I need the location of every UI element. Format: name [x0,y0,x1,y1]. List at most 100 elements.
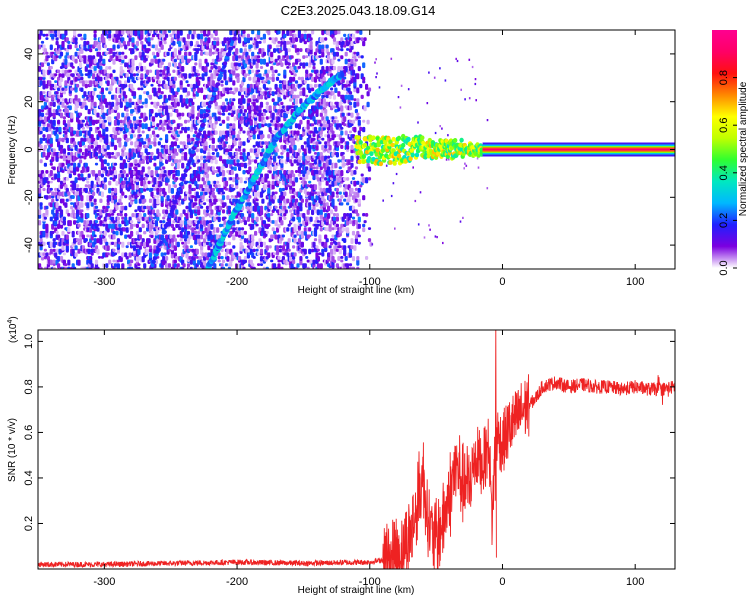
spectrogram-cell [150,101,154,105]
spectrogram-cell [297,76,301,81]
spectrogram-cell [258,116,262,122]
spectrogram-cell [289,184,293,190]
spectrogram-cell [305,256,309,259]
spectrogram-cell [42,137,46,141]
spectrogram-cell [297,216,301,223]
spectrogram-cell [325,159,329,166]
spectrogram-cell [175,98,179,103]
spectrogram-cell [268,245,272,249]
spectrogram-cell [236,134,240,139]
spectrogram-cell [137,170,141,176]
spectrogram-cell [143,198,147,203]
spectrogram-cell [240,105,245,110]
spectrogram-cell [86,177,90,181]
spectrogram-cell [197,87,201,93]
spectrogram-cell [103,44,107,49]
spectrogram-cell [118,137,122,142]
spectrogram-cell [138,256,142,261]
spectrogram-cell [179,80,183,86]
spectrogram-cell [62,216,66,221]
spectrogram-cell [42,241,46,246]
spectrogram-cell [178,116,182,120]
spectrogram-cell [125,112,129,117]
spectrogram-cell [321,30,325,36]
spectrogram-cell [108,33,112,39]
spectrogram-cell [208,69,212,73]
spectrogram-cell [289,256,293,262]
spectrogram-cell [55,91,59,95]
spectrogram-cell [134,166,138,172]
spectrogram-cell [226,159,230,165]
spectrogram-cell [261,148,265,153]
spectrogram-cell [67,259,71,266]
spectrogram-cell [108,213,112,217]
spectrogram-cell [192,134,196,138]
spectrogram-cell [252,134,256,140]
spectrogram-cell [87,248,91,255]
spectrogram-cell [210,223,214,230]
spectrogram-cell [280,266,284,269]
spectrogram-cell [271,98,275,103]
spectrogram-cell [235,62,239,67]
spectrogram-cell [230,155,234,160]
spectrogram-cell [61,98,65,102]
spectrogram-cell [194,130,198,134]
spectrogram-cell [78,101,83,106]
spectrogram-cell [130,141,134,146]
spectrogram-cell [232,98,236,102]
spectrogram-cell [264,91,268,96]
spectrogram-cell [140,80,144,86]
spectrogram-cell [62,252,66,256]
spectrogram-cell [195,148,199,153]
spectrogram-cell [106,252,110,256]
spectrogram-cell [221,170,226,177]
spectrogram-cell [188,187,192,195]
spectrogram-cell [243,220,247,226]
spectrogram-cell [203,109,207,114]
spectrogram-cell [232,105,236,111]
spectrogram-cell [124,162,128,169]
spectrogram-cell [150,230,154,235]
spectrogram-cell [191,73,195,77]
spectrogram-cell [191,33,195,40]
spectrogram-cell [134,123,138,130]
spectrogram-cell [203,220,207,226]
spectrogram-cell [116,119,120,126]
spectrogram-cell [186,134,191,139]
spectrogram-cell [188,73,192,79]
spectrogram-cell [144,116,148,121]
spectrogram-cell [65,101,69,105]
spectrogram-cell [217,66,221,71]
spectrogram-cell [165,98,169,103]
spectrogram-cell [292,266,296,269]
spectrogram-cell [65,234,69,240]
spectrogram-cell [49,259,53,266]
spectrogram-cell [159,152,163,157]
spectrogram-cell [297,159,301,163]
spectrogram-cell [229,73,233,78]
spectrogram-cell [108,101,112,106]
spectrogram-cell [251,126,255,131]
spectrogram-cell [68,44,72,50]
spectrogram-cell [296,48,300,52]
spectrogram-cell [105,241,109,246]
spectrogram-cell [242,148,246,153]
spectrogram-cell [167,62,172,68]
spectrogram-cell [99,62,103,66]
spectrogram-cell [283,252,287,256]
spectrogram-cell [162,173,166,178]
spectrogram-cell [259,37,264,41]
spectrogram-cell [220,80,224,84]
spectrogram-cell [178,62,182,68]
spectrogram-cell [221,101,226,107]
spectrogram-cell [160,162,164,166]
spectrogram-cell [243,37,247,43]
spectrogram-cell [232,245,236,249]
spectrogram-cell [292,198,296,204]
spectrogram-cell [39,266,43,269]
spectrogram-cell [262,220,266,225]
spectrogram-cell [283,216,287,220]
spectrogram-cell [148,134,153,139]
spectrogram-cell [97,180,102,185]
spectrogram-cell [321,44,325,49]
